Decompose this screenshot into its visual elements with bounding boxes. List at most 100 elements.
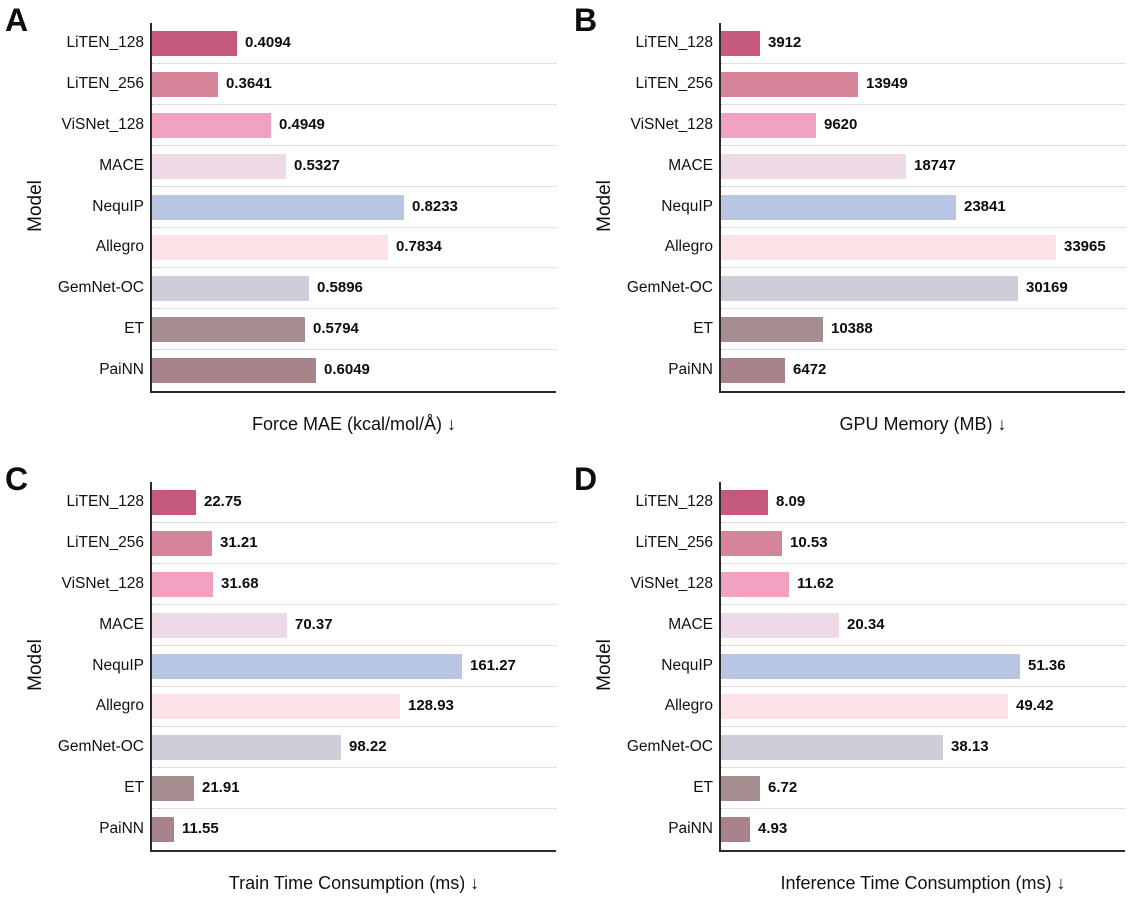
bar-ET	[152, 776, 194, 802]
tick-label-LiTEN_128: LiTEN_128	[635, 492, 713, 510]
tick-label-LiTEN_256: LiTEN_256	[66, 533, 144, 551]
bar-NequIP	[721, 194, 956, 220]
gridline	[721, 267, 1125, 269]
gridline	[721, 562, 1125, 564]
x-axis-spine	[719, 391, 1125, 394]
value-label-MACE: 0.5327	[294, 156, 340, 174]
tick-label-NequIP: NequIP	[92, 197, 144, 215]
value-label-Allegro: 128.93	[408, 697, 454, 715]
gridline	[721, 308, 1125, 310]
tick-label-Allegro: Allegro	[664, 238, 713, 256]
tick-label-PaiNN: PaiNN	[99, 361, 144, 379]
gridline	[721, 726, 1125, 728]
value-label-GemNet-OC: 38.13	[951, 738, 989, 756]
tick-label-NequIP: NequIP	[661, 656, 713, 674]
gridline	[152, 185, 556, 187]
panel-C: C Model LiTEN_128 22.75 LiTEN_256 31.21 ViSNet…	[0, 459, 569, 918]
bar-Allegro	[721, 694, 1008, 720]
gridline	[152, 562, 556, 564]
bar-PaiNN	[721, 817, 750, 843]
gridline	[721, 603, 1125, 605]
value-label-ET: 0.5794	[313, 320, 359, 338]
bar-GemNet-OC	[152, 735, 341, 761]
value-label-PaiNN: 0.6049	[324, 361, 370, 379]
value-label-LiTEN_128: 8.09	[776, 492, 806, 510]
gridline	[721, 808, 1125, 810]
value-label-ET: 21.91	[202, 779, 240, 797]
value-label-LiTEN_128: 22.75	[204, 492, 242, 510]
tick-label-GemNet-OC: GemNet-OC	[626, 279, 713, 297]
bar-LiTEN_256	[152, 530, 212, 556]
value-label-Allegro: 33965	[1064, 238, 1106, 256]
gridline	[152, 521, 556, 523]
gridline	[152, 726, 556, 728]
tick-label-PaiNN: PaiNN	[99, 820, 144, 838]
gridline	[152, 226, 556, 228]
gridline	[152, 644, 556, 646]
bar-LiTEN_128	[152, 30, 237, 56]
bar-ET	[721, 317, 823, 343]
value-label-ViSNet_128: 11.62	[797, 574, 834, 592]
value-label-LiTEN_256: 31.21	[220, 533, 258, 551]
gridline	[152, 767, 556, 769]
value-label-MACE: 70.37	[295, 615, 333, 633]
tick-label-LiTEN_128: LiTEN_128	[635, 33, 713, 51]
panel-B: B Model LiTEN_128 3912 LiTEN_256 13949 ViSNet_…	[569, 0, 1138, 459]
panel-D: D Model LiTEN_128 8.09 LiTEN_256 10.53 ViSNet_…	[569, 459, 1138, 918]
gridline	[721, 521, 1125, 523]
gridline	[152, 603, 556, 605]
tick-label-Allegro: Allegro	[664, 697, 713, 715]
bar-PaiNN	[721, 358, 785, 384]
x-axis-title: GPU Memory (MB) ↓	[839, 414, 1007, 434]
bar-PaiNN	[152, 817, 174, 843]
value-label-NequIP: 23841	[964, 197, 1006, 215]
y-axis-spine	[719, 482, 721, 853]
bar-GemNet-OC	[721, 735, 943, 761]
value-label-MACE: 20.34	[847, 615, 885, 633]
value-label-ViSNet_128: 0.4949	[279, 115, 325, 133]
panel-letter-A: A	[5, 2, 29, 38]
tick-label-Allegro: Allegro	[95, 238, 144, 256]
bar-LiTEN_128	[152, 489, 196, 515]
x-axis-spine	[150, 391, 556, 394]
tick-label-LiTEN_256: LiTEN_256	[66, 74, 144, 92]
x-axis-title: Force MAE (kcal/mol/Å) ↓	[251, 414, 457, 434]
tick-label-GemNet-OC: GemNet-OC	[626, 738, 713, 756]
tick-label-LiTEN_256: LiTEN_256	[635, 533, 713, 551]
tick-label-ET: ET	[693, 320, 713, 338]
bar-MACE	[721, 153, 906, 179]
value-label-PaiNN: 4.93	[758, 820, 788, 838]
value-label-GemNet-OC: 98.22	[349, 738, 387, 756]
bar-NequIP	[721, 653, 1020, 679]
bar-ET	[152, 317, 305, 343]
gridline	[152, 685, 556, 687]
bar-MACE	[152, 612, 287, 638]
bar-MACE	[721, 612, 839, 638]
x-axis-spine	[150, 850, 556, 853]
gridline	[721, 185, 1125, 187]
gridline	[152, 144, 556, 146]
tick-label-GemNet-OC: GemNet-OC	[57, 738, 144, 756]
bar-Allegro	[152, 235, 388, 261]
tick-label-NequIP: NequIP	[92, 656, 144, 674]
value-label-ET: 10388	[831, 320, 873, 338]
value-label-ViSNet_128: 9620	[824, 115, 858, 133]
value-label-Allegro: 49.42	[1016, 697, 1054, 715]
gridline	[721, 685, 1125, 687]
gridline	[721, 62, 1125, 64]
gridline	[152, 308, 556, 310]
gridline	[152, 349, 556, 351]
tick-label-MACE: MACE	[99, 615, 144, 633]
tick-label-MACE: MACE	[668, 615, 713, 633]
gridline	[721, 644, 1125, 646]
bar-LiTEN_128	[721, 489, 768, 515]
bar-GemNet-OC	[721, 276, 1018, 302]
bar-Allegro	[152, 694, 400, 720]
value-label-LiTEN_128: 3912	[768, 33, 802, 51]
panel-letter-C: C	[5, 461, 29, 497]
panel-A: A Model LiTEN_128 0.4094 LiTEN_256 0.3641 ViSN…	[0, 0, 569, 459]
value-label-GemNet-OC: 0.5896	[317, 279, 363, 297]
gridline	[152, 267, 556, 269]
x-axis-spine	[719, 850, 1125, 853]
bar-GemNet-OC	[152, 276, 309, 302]
